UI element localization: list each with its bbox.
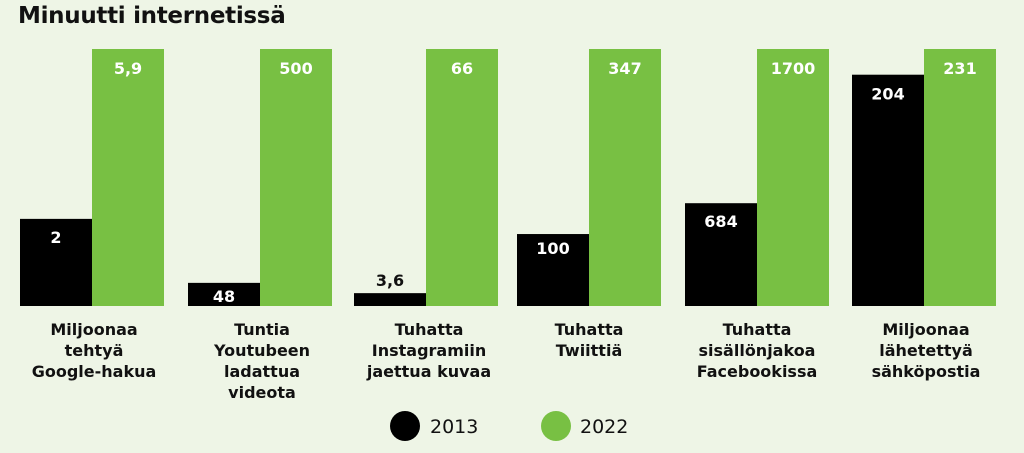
bar-value-label-2022: 1700 (771, 59, 816, 78)
legend-swatch (541, 411, 571, 441)
bar-group: 48 500 (188, 49, 332, 306)
bar-value-label-2013: 684 (704, 212, 737, 231)
bar-value-label-2013: 204 (871, 85, 904, 104)
legend-item: 2013 (390, 411, 478, 441)
bar-group: 204 231 (852, 49, 996, 306)
bar-value-label-2022: 347 (608, 59, 641, 78)
category-label: Tuhatta Twiittiä (555, 320, 624, 360)
category-label: Tuntia Youtubeen ladattua videota (213, 320, 310, 402)
legend-label: 2013 (430, 416, 478, 438)
bar-2022 (92, 49, 164, 306)
bar-2022 (589, 49, 661, 306)
bar-value-label-2022: 500 (279, 59, 312, 78)
category-label: Tuhatta sisällönjakoa Facebookissa (697, 320, 818, 381)
bar-2022 (757, 49, 829, 306)
bar-value-label-2013: 100 (536, 239, 569, 258)
bar-value-label-2013: 2 (50, 228, 61, 247)
category-label: Tuhatta Instagramiin jaettua kuvaa (366, 320, 491, 381)
bar-group: 684 1700 (685, 49, 829, 306)
bar-value-label-2013: 3,6 (376, 271, 404, 290)
bar-2013 (852, 74, 924, 306)
bar-2013 (517, 234, 589, 306)
bar-2013 (354, 293, 426, 306)
legend-label: 2022 (580, 416, 628, 438)
category-label: Miljoonaa lähetettyä sähköpostia (872, 320, 981, 381)
legend: 2013 2022 (390, 411, 628, 441)
bar-group: 25,9 (20, 49, 164, 306)
legend-item: 2022 (541, 411, 628, 441)
bar-2013 (188, 282, 260, 306)
bar-2013 (685, 203, 757, 306)
bar-group: 3,6 66 (354, 49, 498, 306)
category-labels-layer: Miljoonaa tehtyä Google-hakua Tuntia Youtube… (32, 320, 981, 402)
legend-swatch (390, 411, 420, 441)
chart-title: Minuutti internetissä (18, 3, 286, 29)
bar-value-label-2022: 231 (943, 59, 976, 78)
bar-2013 (20, 218, 92, 306)
category-label: Miljoonaa tehtyä Google-hakua (32, 320, 157, 381)
bar-value-label-2022: 5,9 (114, 59, 142, 78)
bar-2022 (260, 49, 332, 306)
bar-group: 100 347 (517, 49, 661, 306)
bar-value-label-2013: 48 (213, 287, 235, 306)
bar-value-label-2022: 66 (451, 59, 473, 78)
bar-2022 (924, 49, 996, 306)
bar-2022 (426, 49, 498, 306)
